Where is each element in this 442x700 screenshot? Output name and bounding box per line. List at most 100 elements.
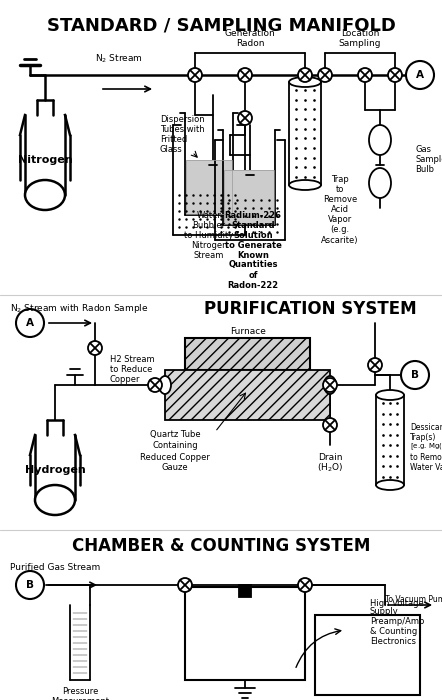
Text: to Generate: to Generate <box>225 241 282 249</box>
Ellipse shape <box>25 180 65 210</box>
Ellipse shape <box>289 180 321 190</box>
Text: to: to <box>336 186 344 195</box>
Circle shape <box>88 341 102 355</box>
Bar <box>239 585 251 597</box>
Text: Standard: Standard <box>231 220 275 230</box>
Bar <box>186 160 232 214</box>
Text: to Humidity: to Humidity <box>184 230 234 239</box>
Ellipse shape <box>376 390 404 400</box>
Text: Fritted: Fritted <box>160 136 187 144</box>
Ellipse shape <box>369 168 391 198</box>
Circle shape <box>16 309 44 337</box>
Text: Trap: Trap <box>331 176 349 185</box>
Text: Water: Water <box>197 211 221 220</box>
Text: Electronics: Electronics <box>370 638 416 647</box>
Text: Bubbler: Bubbler <box>192 220 225 230</box>
Text: & Counting: & Counting <box>370 627 417 636</box>
Text: STANDARD / SAMPLING MANIFOLD: STANDARD / SAMPLING MANIFOLD <box>46 16 396 34</box>
Circle shape <box>323 418 337 432</box>
Text: Sampling: Sampling <box>339 38 381 48</box>
Text: Hydrogen: Hydrogen <box>25 465 85 475</box>
Text: N$_2$ Stream with Radon Sample: N$_2$ Stream with Radon Sample <box>10 302 149 315</box>
Text: To Vacuum Pump and Vent: To Vacuum Pump and Vent <box>385 594 442 603</box>
Text: Copper: Copper <box>110 375 141 384</box>
Circle shape <box>188 68 202 82</box>
Text: [e.g. Mg(ClO$_4$)$_2$]: [e.g. Mg(ClO$_4$)$_2$] <box>410 442 442 452</box>
Circle shape <box>178 578 192 592</box>
Text: Furnace: Furnace <box>230 328 266 337</box>
Text: of: of <box>248 270 258 279</box>
Ellipse shape <box>324 376 336 394</box>
Text: Remove: Remove <box>323 195 357 204</box>
Ellipse shape <box>376 480 404 490</box>
Text: Glass: Glass <box>160 146 183 155</box>
Text: Preamp/Amp: Preamp/Amp <box>370 617 424 626</box>
Circle shape <box>401 361 429 389</box>
Text: Sample: Sample <box>415 155 442 164</box>
Circle shape <box>358 68 372 82</box>
Text: to Reduce: to Reduce <box>110 365 152 375</box>
Circle shape <box>406 61 434 89</box>
Text: Pressure: Pressure <box>62 687 98 696</box>
Text: (H$_2$O): (H$_2$O) <box>317 462 343 475</box>
Bar <box>185 587 305 680</box>
Circle shape <box>368 358 382 372</box>
Text: Radon-222: Radon-222 <box>228 281 278 290</box>
Circle shape <box>388 68 402 82</box>
Ellipse shape <box>35 485 75 515</box>
Circle shape <box>318 68 332 82</box>
Text: Radon: Radon <box>236 38 264 48</box>
Bar <box>185 338 310 370</box>
Text: N$_2$ Stream: N$_2$ Stream <box>95 52 143 65</box>
Text: Gauze: Gauze <box>162 463 188 473</box>
Ellipse shape <box>369 125 391 155</box>
Text: Dessicant: Dessicant <box>410 423 442 431</box>
Text: to Remove: to Remove <box>410 452 442 461</box>
Text: Acid: Acid <box>331 206 349 214</box>
Bar <box>165 370 330 420</box>
Text: H2 Stream: H2 Stream <box>110 356 155 365</box>
Text: Stream: Stream <box>194 251 224 260</box>
Text: Trap(s): Trap(s) <box>410 433 436 442</box>
Text: Measurement: Measurement <box>51 697 109 700</box>
Text: PURIFICATION SYSTEM: PURIFICATION SYSTEM <box>204 300 416 318</box>
Circle shape <box>238 68 252 82</box>
Text: Quartz Tube: Quartz Tube <box>150 430 200 440</box>
Text: Drain: Drain <box>318 452 342 461</box>
Text: Supply: Supply <box>370 608 399 617</box>
Circle shape <box>298 578 312 592</box>
Text: Generation: Generation <box>225 29 275 38</box>
Text: Tubes with: Tubes with <box>160 125 205 134</box>
Text: Reduced Copper: Reduced Copper <box>140 452 210 461</box>
Ellipse shape <box>289 77 321 87</box>
Bar <box>186 160 232 214</box>
Text: Vapor: Vapor <box>328 216 352 225</box>
Text: Nitrogen: Nitrogen <box>191 241 227 249</box>
Text: Gas: Gas <box>415 146 431 155</box>
Text: Location: Location <box>341 29 379 38</box>
Bar <box>315 615 420 695</box>
Circle shape <box>298 68 312 82</box>
Text: (e.g.: (e.g. <box>331 225 350 234</box>
Bar <box>224 170 274 224</box>
Text: Nitrogen: Nitrogen <box>18 155 72 165</box>
Text: Containing: Containing <box>152 442 198 451</box>
Text: Purified Gas Stream: Purified Gas Stream <box>10 563 100 572</box>
Text: Radium-226: Radium-226 <box>225 211 282 220</box>
Text: Bulb: Bulb <box>415 165 434 174</box>
Text: Solution: Solution <box>233 230 273 239</box>
Text: Ascarite): Ascarite) <box>321 235 359 244</box>
Ellipse shape <box>159 376 171 394</box>
Text: CHAMBER & COUNTING SYSTEM: CHAMBER & COUNTING SYSTEM <box>72 537 370 555</box>
Circle shape <box>323 378 337 392</box>
Text: A: A <box>416 70 424 80</box>
Text: High Voltage: High Voltage <box>370 598 424 608</box>
Text: Dispersion: Dispersion <box>160 116 205 125</box>
Circle shape <box>238 111 252 125</box>
Text: Water Vapor: Water Vapor <box>410 463 442 472</box>
Circle shape <box>148 378 162 392</box>
Text: Quantities: Quantities <box>228 260 278 270</box>
Bar <box>224 170 274 224</box>
Text: B: B <box>411 370 419 380</box>
Text: A: A <box>26 318 34 328</box>
